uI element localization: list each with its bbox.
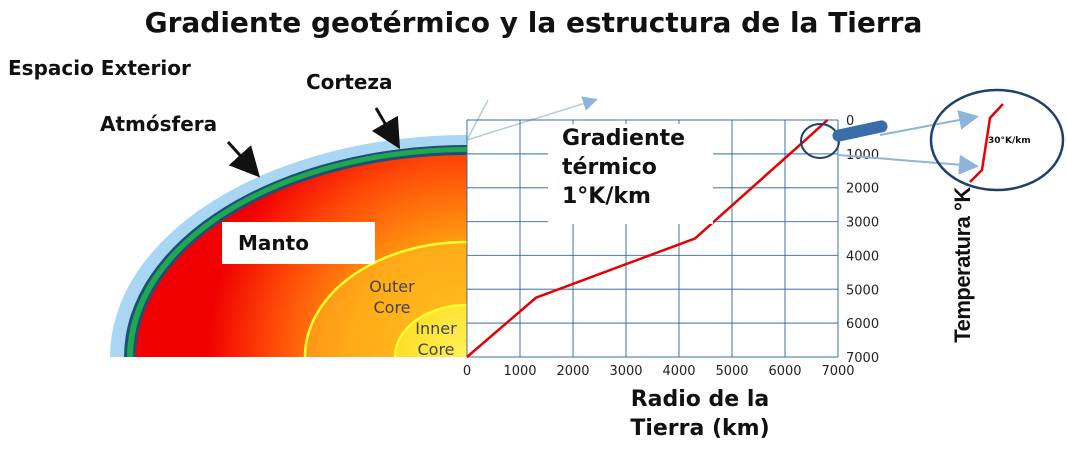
y-tick-label: 5000 [846, 283, 879, 298]
zoom-connector-line [879, 110, 979, 136]
x-tick-label: 3000 [609, 364, 642, 379]
x-tick-label: 5000 [715, 364, 748, 379]
x-tick-label: 2000 [556, 364, 589, 379]
label-inner-core-line1: Inner [415, 319, 457, 338]
zoom-probe-icon [832, 120, 888, 142]
x-tick-label: 7000 [821, 364, 854, 379]
zoom-connector-line [837, 154, 979, 175]
label-outer-core: Outer Core [360, 276, 424, 318]
zoom-magnifier-circle [929, 88, 1065, 192]
corteza-arrow [371, 107, 401, 150]
x-tick-label: 0 [463, 364, 471, 379]
gradiente-line2: térmico [562, 155, 657, 180]
inner-core-layer [395, 305, 467, 357]
label-inner-core-line2: Core [417, 340, 455, 359]
outer-core-boundary [303, 240, 468, 358]
zoom-gradient-line [969, 103, 1004, 183]
x-tick-label: 1000 [503, 364, 536, 379]
inner-core-boundary [393, 303, 468, 358]
label-gradiente-termico: Gradiente térmico 1°K/km [548, 124, 713, 224]
label-espacio-exterior: Espacio Exterior [8, 56, 191, 80]
zoom-source-circle [800, 123, 840, 159]
x-tick-label: 4000 [662, 364, 695, 379]
label-manto: Manto [222, 222, 375, 264]
label-corteza: Corteza [306, 70, 393, 94]
label-inner-core: Inner Core [410, 318, 462, 360]
y-tick-label: 1000 [846, 148, 879, 163]
label-outer-core-line2: Core [373, 298, 411, 317]
y-tick-label: 0 [846, 114, 854, 129]
page-title: Gradiente geotérmico y la estructura de … [144, 6, 923, 39]
y-tick-label: 2000 [846, 182, 879, 197]
atmosfera-arrow [226, 140, 261, 178]
y-tick-label: 6000 [846, 317, 879, 332]
x-axis-label: Radio de la Tierra (km) [600, 385, 800, 443]
label-atmosfera: Atmósfera [100, 112, 218, 136]
x-axis-label-line2: Tierra (km) [630, 416, 770, 441]
y-tick-label: 7000 [846, 351, 879, 366]
gradiente-line3: 1°K/km [562, 184, 651, 209]
x-axis-label-line1: Radio de la [630, 387, 770, 412]
y-axis-label: Temperatura °K [950, 187, 975, 343]
label-outer-core-line1: Outer [369, 277, 415, 296]
y-tick-label: 4000 [846, 249, 879, 264]
gradiente-line1: Gradiente [562, 126, 686, 151]
label-zoom-gradient: 30°K/km [988, 136, 1031, 146]
y-tick-label: 3000 [846, 216, 879, 231]
x-tick-label: 6000 [768, 364, 801, 379]
